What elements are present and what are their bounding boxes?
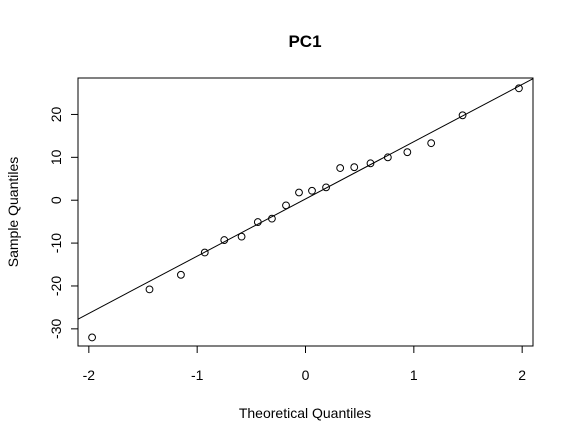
points-group: [88, 84, 523, 342]
data-point: [268, 214, 276, 223]
y-axis: -30 -20 -10 0 10 20: [48, 106, 79, 339]
data-point: [515, 84, 523, 93]
x-tick-label: 2: [518, 367, 526, 383]
y-tick-label: 10: [48, 149, 64, 165]
data-point: [427, 139, 436, 148]
data-point: [237, 232, 246, 241]
data-point: [177, 270, 185, 279]
y-tick-label: -10: [48, 233, 64, 253]
data-point: [403, 148, 412, 157]
x-tick-label: 0: [302, 367, 310, 383]
data-point: [383, 153, 392, 162]
data-point: [200, 248, 209, 257]
x-tick-label: -1: [191, 367, 204, 383]
data-point: [88, 333, 96, 342]
x-tick-label: 1: [410, 367, 418, 383]
data-point: [336, 164, 345, 172]
chart-title: PC1: [288, 32, 321, 51]
reference-line-group: [78, 78, 533, 320]
y-tick-label: -20: [48, 276, 64, 296]
data-point: [295, 188, 303, 197]
data-point: [322, 183, 330, 192]
data-point: [458, 111, 467, 120]
x-axis-label: Theoretical Quantiles: [239, 405, 371, 421]
y-axis-label: Sample Quantiles: [5, 157, 21, 268]
x-axis: -2 -1 0 1 2: [83, 345, 526, 383]
data-point: [366, 159, 375, 168]
data-point: [308, 186, 316, 195]
y-tick-label: 20: [48, 106, 64, 122]
data-point: [253, 218, 262, 226]
y-tick-label: 0: [48, 196, 64, 204]
reference-line: [78, 78, 533, 320]
y-tick-label: -30: [48, 319, 64, 339]
data-point: [145, 285, 154, 294]
x-tick-label: -2: [83, 367, 96, 383]
data-point: [350, 163, 359, 172]
data-point: [282, 201, 290, 210]
data-point: [220, 236, 229, 244]
